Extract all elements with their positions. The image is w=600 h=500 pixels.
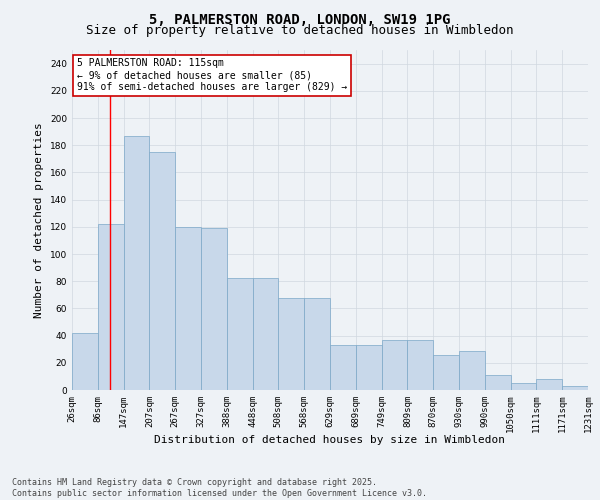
Bar (253, 278, 278, 390)
Bar (149, 152, 175, 390)
Bar (433, 354, 459, 390)
Text: Size of property relative to detached houses in Wimbledon: Size of property relative to detached ho… (86, 24, 514, 37)
Bar (330, 345, 356, 390)
Bar (485, 375, 511, 390)
Bar (382, 340, 407, 390)
Text: 5 PALMERSTON ROAD: 115sqm
← 9% of detached houses are smaller (85)
91% of semi-d: 5 PALMERSTON ROAD: 115sqm ← 9% of detach… (77, 58, 347, 92)
Bar (201, 228, 227, 390)
Bar (227, 278, 253, 390)
Bar (98, 224, 124, 390)
Bar (72, 333, 98, 390)
Bar (175, 227, 201, 390)
Text: Contains HM Land Registry data © Crown copyright and database right 2025.
Contai: Contains HM Land Registry data © Crown c… (12, 478, 427, 498)
Bar (278, 298, 304, 390)
Bar (562, 386, 588, 390)
Bar (511, 383, 536, 390)
X-axis label: Distribution of detached houses by size in Wimbledon: Distribution of detached houses by size … (155, 436, 505, 446)
Bar (356, 345, 382, 390)
Bar (536, 379, 562, 390)
Bar (124, 136, 149, 390)
Text: 5, PALMERSTON ROAD, LONDON, SW19 1PG: 5, PALMERSTON ROAD, LONDON, SW19 1PG (149, 12, 451, 26)
Bar (304, 298, 330, 390)
Bar (407, 340, 433, 390)
Y-axis label: Number of detached properties: Number of detached properties (34, 122, 44, 318)
Bar (459, 350, 485, 390)
